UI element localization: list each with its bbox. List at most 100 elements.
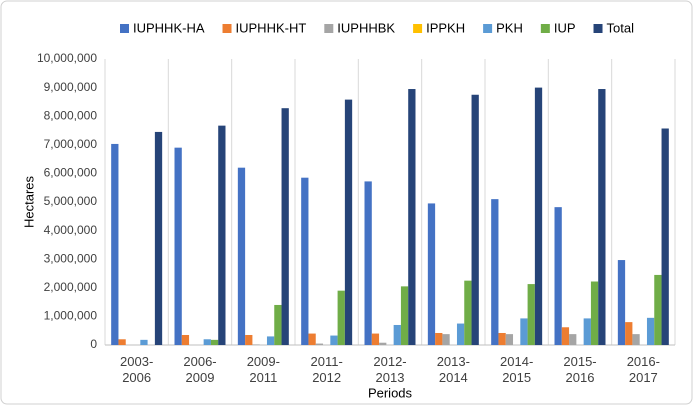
bar — [491, 199, 499, 345]
bar — [569, 334, 577, 345]
legend-swatch — [593, 24, 603, 33]
bar — [181, 334, 190, 345]
bar — [364, 181, 372, 345]
bar — [464, 280, 472, 345]
x-tick-line: 2013- — [437, 354, 470, 369]
x-tick-line: 2013 — [376, 370, 405, 385]
bar — [154, 131, 163, 345]
y-tick-label: 0 — [90, 337, 97, 351]
x-tick-line: 2006 — [122, 370, 151, 385]
bar — [210, 339, 219, 345]
bar — [561, 327, 570, 345]
bar — [442, 334, 450, 345]
legend-swatch — [483, 24, 493, 33]
bar — [435, 332, 443, 345]
x-tick-line: 2015- — [563, 354, 596, 369]
bar — [308, 333, 316, 345]
x-tick-line: 2009 — [186, 370, 215, 385]
bar — [427, 203, 436, 345]
bar — [534, 87, 543, 345]
bar — [330, 335, 338, 345]
bar — [266, 336, 275, 345]
bar — [371, 333, 380, 345]
legend-swatch — [120, 24, 129, 33]
y-tick-label: 7,000,000 — [44, 137, 98, 151]
y-tick-label: 4,000,000 — [44, 223, 98, 237]
bar — [140, 339, 148, 345]
bar — [617, 260, 626, 345]
x-tick-line: 2011- — [311, 354, 343, 369]
x-tick-label: 2009-2011 — [247, 354, 280, 385]
legend-swatch — [540, 24, 550, 33]
y-tick-label: 2,000,000 — [44, 280, 98, 294]
x-tick-label: 2012-2013 — [373, 354, 406, 385]
y-axis-title: Hectares — [21, 175, 36, 228]
legend-label: PKH — [496, 20, 523, 35]
x-tick-line: 2003- — [120, 354, 153, 369]
y-tick-label: 1,000,000 — [44, 309, 98, 323]
y-tick-label: 8,000,000 — [44, 108, 98, 122]
bar — [654, 274, 662, 345]
bar — [274, 304, 282, 345]
bar — [344, 99, 353, 345]
legend-swatch — [222, 24, 232, 33]
bar — [281, 108, 289, 345]
y-tick-label: 10,000,000 — [37, 51, 97, 65]
x-tick-line: 2011 — [249, 370, 277, 385]
y-tick-label: 5,000,000 — [44, 194, 98, 208]
x-tick-label: 2015-2016 — [563, 354, 596, 385]
bar — [400, 286, 409, 345]
bar — [237, 167, 246, 345]
x-tick-line: 2017 — [629, 370, 658, 385]
x-tick-label: 2016-2017 — [627, 354, 660, 385]
bar — [218, 125, 226, 345]
x-tick-line: 2016- — [627, 354, 660, 369]
bar — [379, 342, 387, 345]
legend-label: Total — [607, 20, 635, 35]
x-tick-line: 2014- — [500, 354, 533, 369]
y-tick-label: 6,000,000 — [44, 166, 98, 180]
legend-label: IUPHHK-HT — [236, 20, 307, 35]
bar — [393, 324, 401, 345]
bar — [661, 128, 669, 345]
x-tick-label: 2006-2009 — [183, 354, 216, 385]
bar — [632, 334, 640, 345]
legend-label: IUPHHK-HA — [133, 20, 205, 35]
bar — [471, 94, 479, 345]
x-tick-line: 2006- — [183, 354, 216, 369]
bar — [118, 339, 126, 345]
x-tick-label: 2014-2015 — [500, 354, 533, 385]
bar — [315, 343, 324, 345]
bar — [337, 290, 345, 345]
x-axis-title: Periods — [368, 385, 413, 400]
legend-label: IUPHHBK — [337, 20, 395, 35]
x-tick-line: 2014 — [439, 370, 468, 385]
x-tick-label: 2013-2014 — [437, 354, 470, 385]
bar — [554, 207, 562, 345]
x-tick-line: 2015 — [502, 370, 531, 385]
x-tick-line: 2012- — [373, 354, 406, 369]
legend-label: IUP — [554, 20, 576, 35]
bar — [498, 332, 506, 345]
bar — [583, 318, 591, 345]
bar — [252, 344, 260, 345]
legend-swatch — [413, 24, 423, 33]
x-tick-label: 2003-2006 — [120, 354, 153, 385]
bar — [245, 334, 253, 345]
bar — [408, 89, 416, 345]
y-tick-label: 3,000,000 — [44, 251, 98, 265]
bar — [301, 177, 309, 345]
x-tick-line: 2012 — [312, 370, 341, 385]
x-tick-line: 2009- — [247, 354, 280, 369]
y-tick-label: 9,000,000 — [44, 80, 98, 94]
legend-swatch — [324, 24, 334, 33]
bar — [590, 281, 599, 345]
x-tick-label: 2011-2012 — [311, 354, 343, 385]
bar — [646, 317, 655, 345]
bar — [203, 339, 211, 345]
bar — [111, 143, 119, 345]
bar — [505, 334, 514, 345]
bar — [456, 323, 465, 345]
bar — [174, 147, 182, 345]
